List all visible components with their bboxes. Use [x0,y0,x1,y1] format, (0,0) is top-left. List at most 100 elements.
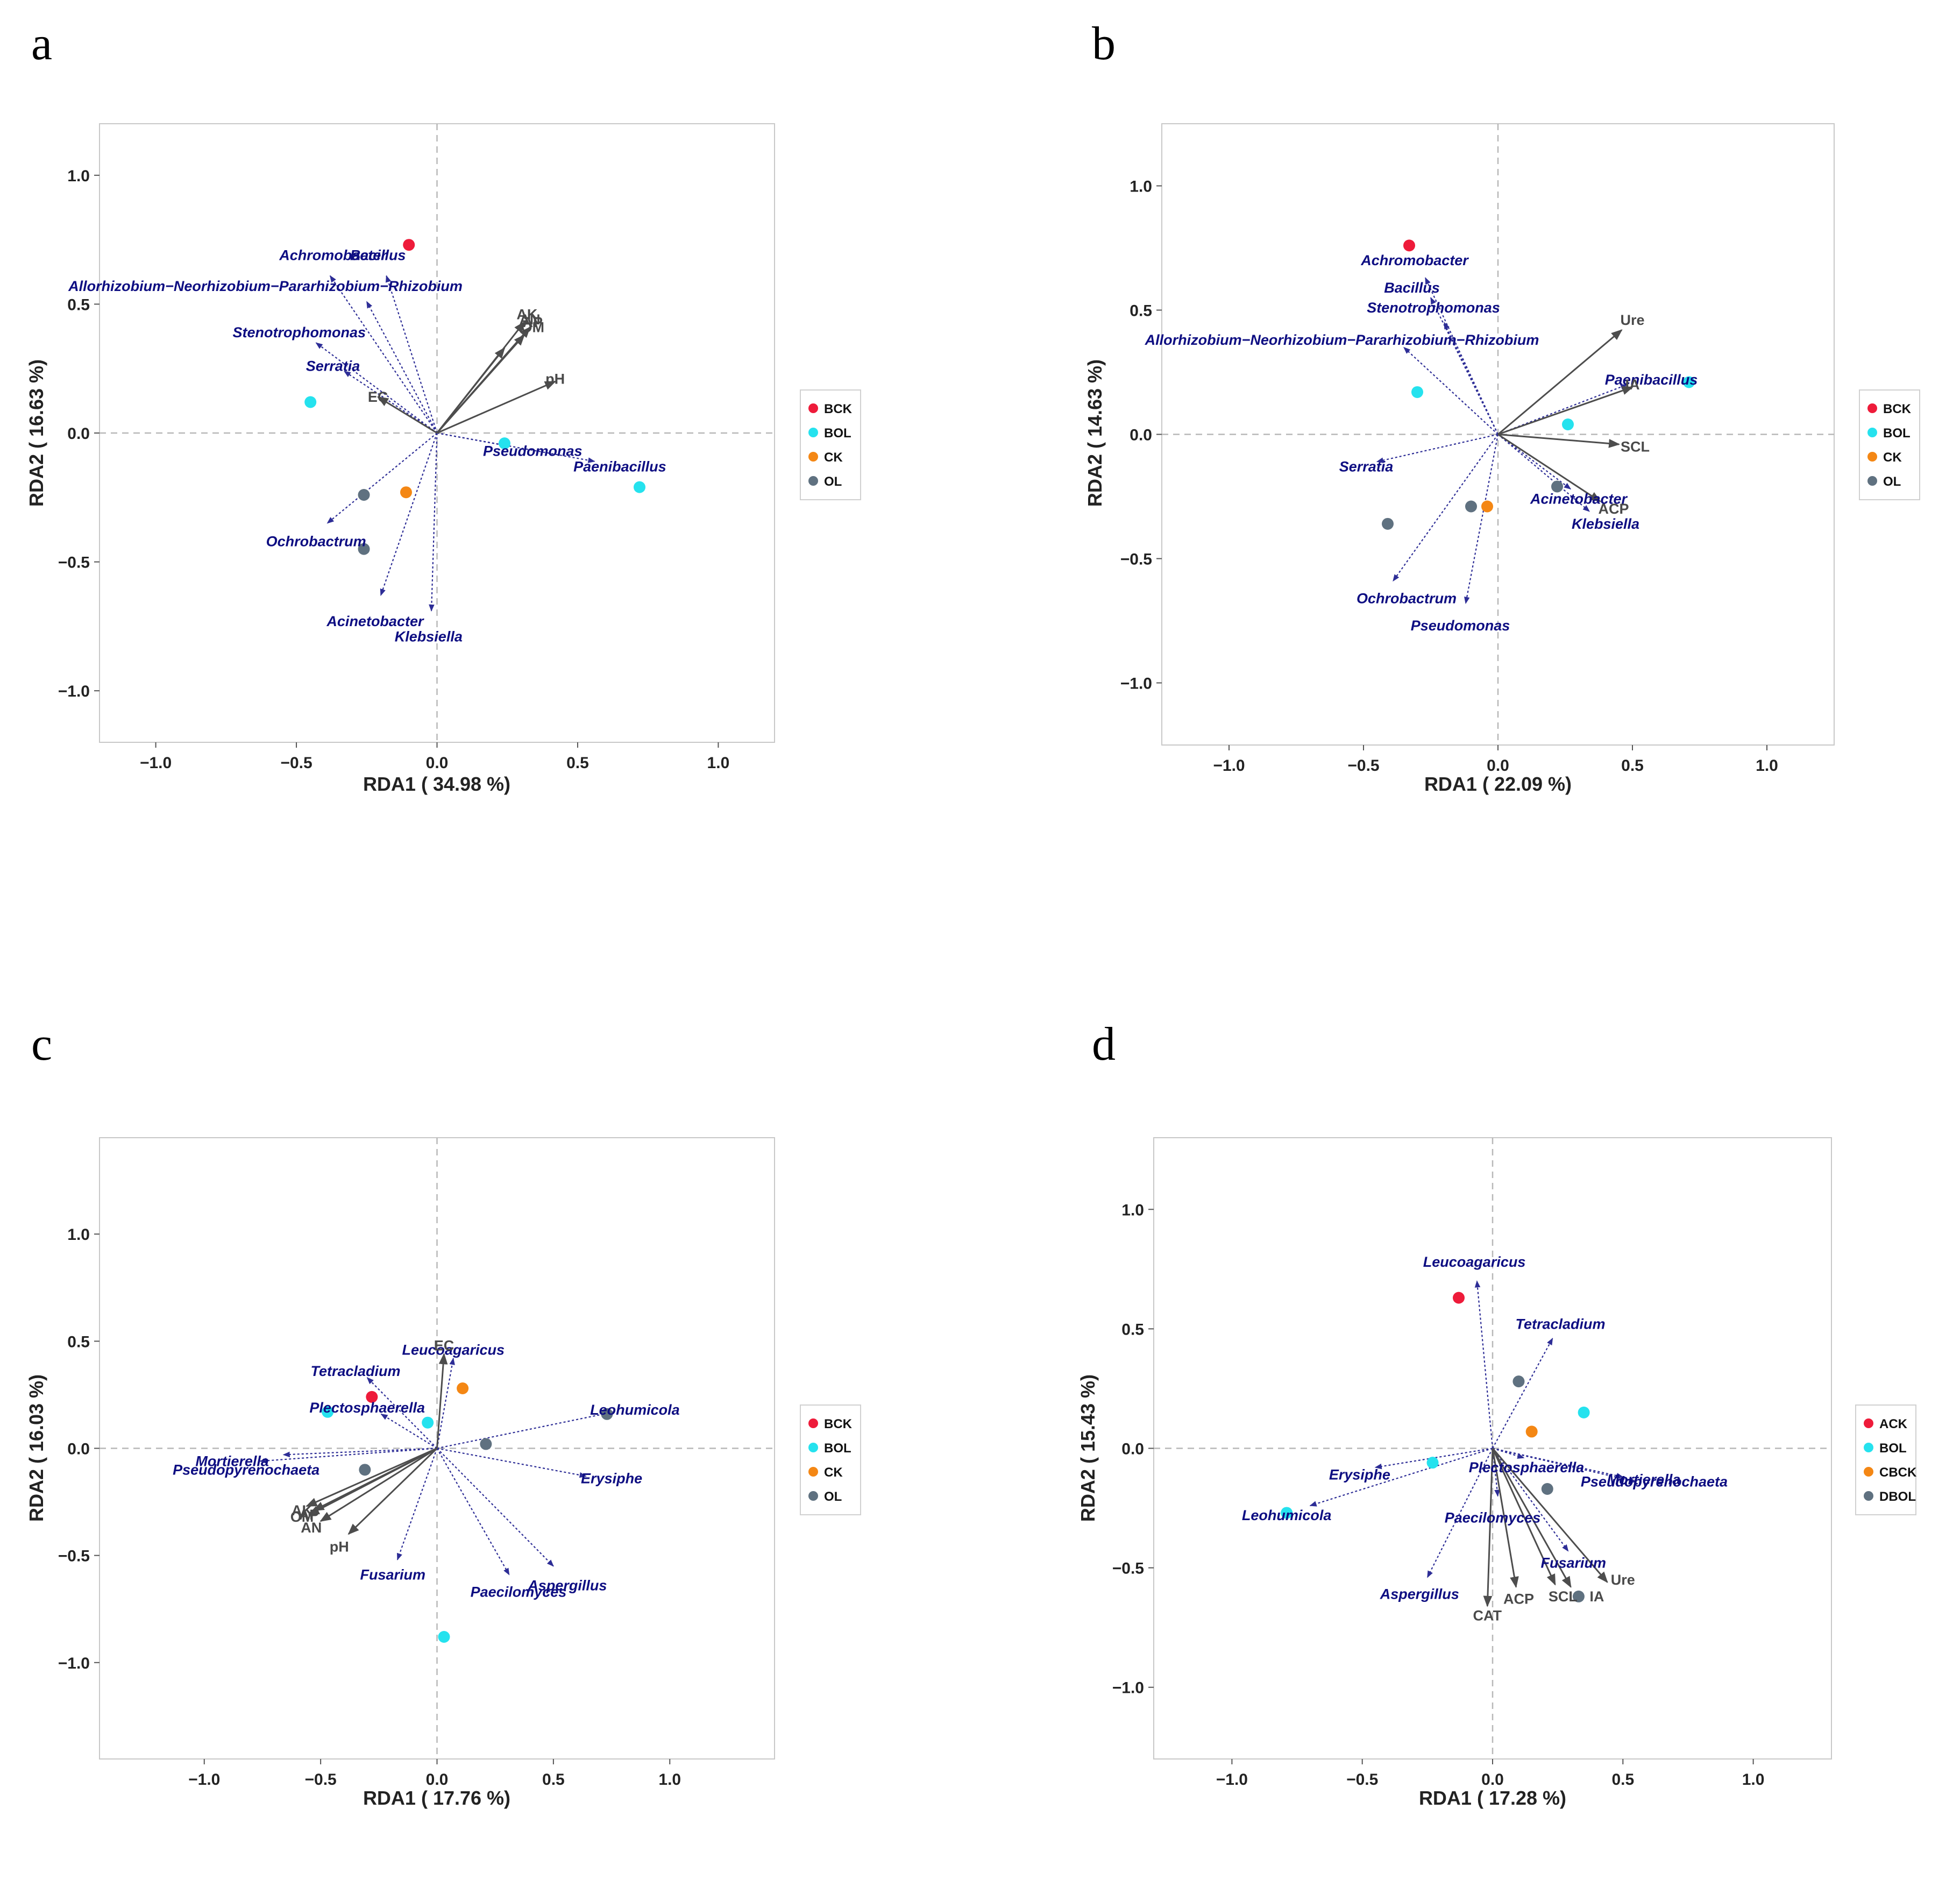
panel-letter: c [31,1018,52,1070]
sample-point-bol [1683,376,1695,388]
species-arrow [1425,277,1499,435]
x-tick-label: −1.0 [140,754,172,772]
legend: BCK BOL CK OL [1859,389,1920,500]
species-arrow [366,301,438,434]
sample-point-bol [1426,1457,1439,1469]
sample-point-bol [304,396,317,408]
legend-entry: BOL [824,1441,851,1456]
legend-swatch [1867,452,1877,462]
sample-point-ck [457,1382,469,1394]
sample-point-bol [1281,1507,1293,1519]
sample-point-bck [403,239,415,251]
species-label: Bacillus [1384,280,1440,296]
species-label: Paenibacillus [573,458,666,474]
sample-point-bol [1578,1406,1590,1418]
legend: ACK BOL CBCK DBOL [1855,1404,1917,1515]
species-arrow [259,1448,437,1464]
y-tick-label: 0.0 [1121,1441,1144,1458]
species-arrow [1492,1448,1637,1484]
legend: BCK BOL CK OL [800,389,861,500]
env-arrow [1497,434,1621,448]
env-arrow [1497,329,1623,435]
species-label: Pseudomonas [1411,618,1510,634]
x-tick-label: −1.0 [1216,1771,1248,1789]
species-label: Stenotrophomonas [1367,300,1500,316]
species-label: Plectosphaerella [1469,1459,1585,1475]
sample-point-ck [1481,500,1493,513]
legend-entry: OL [1883,474,1901,489]
sample-point-ol [1551,480,1563,493]
rda-panel-d: d −1.0 −0.5 0.0 0.5 1.0 −1.0 −0.5 0.0 0.5 1.0 RDA1 … [1077,1018,1917,1809]
rda-panel-b: b −1.0 −0.5 0.0 0.5 1.0 −1.0 −0.5 0.0 0.5 1.0 RDA1 … [1084,18,1920,795]
species-arrow [1492,1448,1500,1497]
x-tick-label: 0.5 [566,754,589,772]
y-tick-label: 1.0 [67,1226,90,1244]
species-arrow [1444,322,1499,435]
sample-point-ol [480,1438,492,1450]
x-tick-label: −0.5 [305,1771,337,1789]
sample-point-bck [366,1391,378,1403]
x-tick-label: −1.0 [188,1771,220,1789]
species-arrow [315,342,438,434]
env-arrow [436,380,557,434]
x-tick-label: 0.5 [542,1771,565,1789]
panel-letter: d [1092,1018,1116,1070]
species-arrow [329,275,438,434]
env-arrow [436,1353,448,1449]
species-arrow [436,1448,510,1576]
legend-swatch [1867,428,1877,437]
env-label: AK [516,307,537,323]
x-tick-label: −1.0 [1213,757,1245,775]
env-label: IA [1625,377,1640,393]
sample-point-dbol [1512,1375,1525,1388]
species-label: Erysiphe [581,1470,642,1486]
y-axis-label: RDA2 ( 16.03 %) [25,1374,47,1522]
species-label: Pseudopyrenochaeta [173,1462,319,1478]
species-label: Leucoagaricus [1423,1254,1526,1270]
sample-point-bol [634,481,645,493]
sample-point-bol [499,437,510,450]
species-label: Aspergillus [1380,1586,1459,1602]
env-label: ACP [1598,501,1629,517]
species-label: Aspergillus [527,1577,607,1593]
x-axis-label: RDA1 ( 34.98 %) [363,773,510,795]
sample-point-bol [422,1416,434,1429]
env-label: AN [520,311,541,328]
env-label: SCL [1621,439,1650,455]
species-arrow [429,432,438,612]
y-tick-label: −1.0 [58,683,90,700]
env-arrow [306,1448,438,1507]
species-arrow [366,1377,438,1449]
species-label: Mortierella [195,1453,269,1469]
species-label: Mortierella [1607,1471,1681,1487]
species-arrow [1464,434,1499,604]
y-axis-label: RDA2 ( 14.63 %) [1084,359,1106,507]
species-label: Paenibacillus [1605,372,1698,388]
x-tick-label: 0.0 [426,1771,449,1789]
x-axis-label: RDA1 ( 22.09 %) [1424,773,1572,795]
env-arrow [1492,1448,1556,1586]
y-tick-label: 0.0 [67,425,90,443]
env-label: AP [523,314,543,330]
legend-entry: OL [824,1489,842,1504]
species-arrow [1497,434,1590,512]
x-tick-label: 1.0 [1756,757,1778,775]
legend-entry: CK [824,1465,843,1480]
species-arrow [1374,1448,1493,1470]
y-tick-label: −0.5 [1112,1560,1144,1578]
species-label: Ochrobactrum [1357,590,1457,606]
species-label: Paecilomyces [471,1584,567,1600]
legend-swatch [1867,403,1877,413]
legend-swatch [808,1491,818,1501]
env-label: Ure [1620,312,1644,328]
sample-point-ack [1453,1292,1465,1304]
x-tick-label: −0.5 [280,754,312,772]
sample-point-ol [601,1408,613,1420]
env-arrow [436,347,506,434]
y-tick-label: −0.5 [58,1548,90,1565]
env-arrow [1492,1448,1519,1588]
x-tick-label: −0.5 [1346,1771,1378,1789]
legend-swatch [1864,1443,1873,1452]
legend-swatch [808,403,818,413]
